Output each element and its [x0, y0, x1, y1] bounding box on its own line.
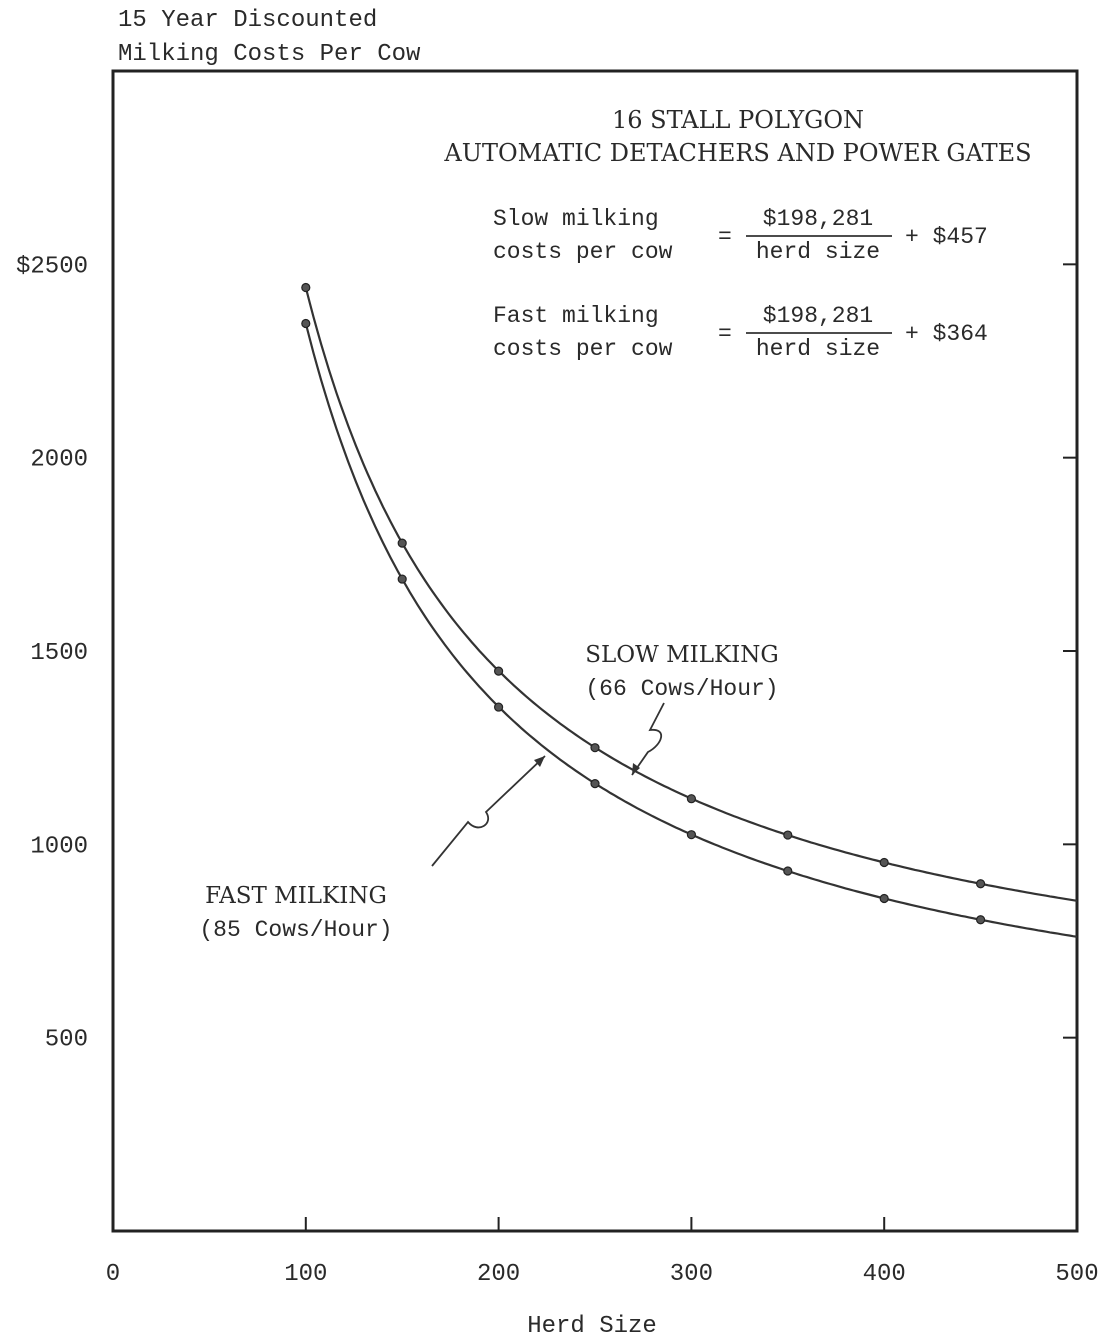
chart-title: 16 STALL POLYGON [612, 106, 864, 134]
y-tick-label: 500 [45, 1027, 88, 1054]
chart-subtitle: AUTOMATIC DETACHERS AND POWER GATES [443, 139, 1031, 167]
series-label-slow: SLOW MILKING [585, 642, 779, 668]
formula-fast-lhs-line2: costs per cow [493, 336, 673, 362]
data-point-fast [590, 779, 600, 789]
x-axis-title: Herd Size [527, 1313, 657, 1340]
formula-fast-numerator: $198,281 [763, 303, 873, 329]
series-label-slow-line2: (66 Cows/Hour) [585, 676, 778, 702]
x-tick-label: 500 [1055, 1261, 1098, 1288]
x-tick-label: 400 [863, 1261, 906, 1288]
formula-fast-denominator: herd size [756, 336, 880, 362]
formula-fast: Fast milking costs per cow = $198,281 he… [493, 303, 988, 362]
y-tick-label: 1000 [30, 833, 88, 860]
y-axis-title-line2: Milking Costs Per Cow [118, 41, 421, 68]
formula-fast-lhs-line1: Fast milking [493, 303, 659, 329]
data-point-slow [301, 282, 311, 293]
data-point-slow [686, 794, 697, 804]
formula-fast-equals: = [718, 321, 732, 347]
data-point-slow [494, 666, 504, 676]
series-line-fast [304, 323, 1078, 938]
formula-slow-equals: = [718, 224, 732, 250]
series-line-slow [304, 287, 1078, 902]
series-label-fast-line2: (85 Cows/Hour) [199, 917, 392, 943]
fast-label-arrowhead [534, 756, 545, 767]
data-point-fast [494, 702, 504, 712]
series-layer [301, 282, 1078, 938]
data-point-fast [397, 574, 407, 584]
y-tick-label: 1500 [30, 640, 88, 667]
formula-slow-lhs-line1: Slow milking [493, 206, 659, 232]
data-point-fast [879, 893, 889, 904]
y-tick-label: 2000 [30, 447, 88, 474]
x-tick-label: 0 [106, 1261, 120, 1288]
axis-tick-labels: 0 100 200 300 400 500 500 1000 1500 2000 $2500 [16, 253, 1099, 1288]
axis-ticks [304, 263, 1077, 1231]
y-tick-label: $2500 [16, 253, 88, 280]
y-axis-title-line1: 15 Year Discounted [118, 7, 377, 34]
data-point-slow [397, 538, 407, 548]
series-label-fast: FAST MILKING [205, 883, 387, 909]
x-tick-label: 300 [670, 1261, 713, 1288]
formula-slow-numerator: $198,281 [763, 206, 873, 232]
x-tick-label: 200 [477, 1261, 520, 1288]
data-point-fast [975, 915, 986, 925]
fast-label-pointer [431, 755, 546, 867]
x-tick-label: 100 [284, 1261, 327, 1288]
data-point-fast [301, 318, 311, 329]
slow-label-arrowhead [632, 763, 640, 775]
formula-slow-constant: + $457 [905, 224, 988, 250]
data-point-slow [975, 879, 986, 889]
data-point-slow [879, 857, 889, 868]
slow-label-pointer [631, 702, 665, 776]
data-point-slow [590, 743, 600, 753]
formula-slow-lhs-line2: costs per cow [493, 239, 673, 265]
data-point-slow [783, 830, 793, 840]
formula-fast-constant: + $364 [905, 321, 988, 347]
data-point-fast [783, 866, 793, 876]
data-point-fast [686, 830, 697, 840]
formula-slow-denominator: herd size [756, 239, 880, 265]
formula-slow: Slow milking costs per cow = $198,281 he… [493, 206, 988, 265]
